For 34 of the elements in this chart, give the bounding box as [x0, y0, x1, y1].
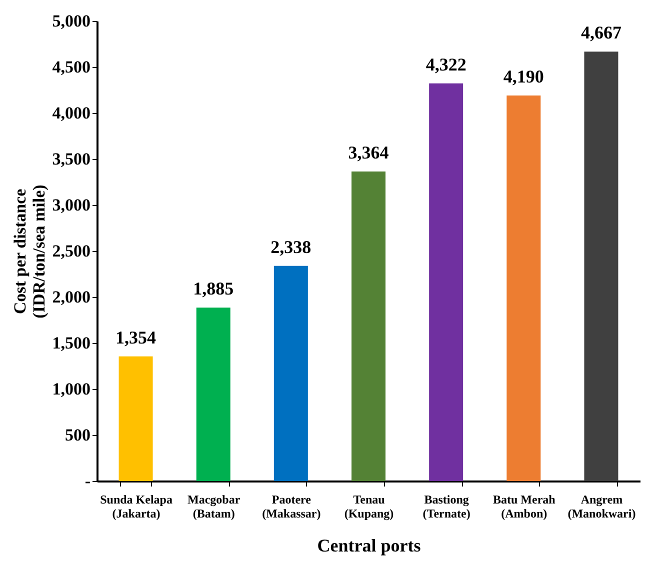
x-tick-label: Macgobar (Batam) — [188, 492, 241, 520]
data-label: 4,322 — [426, 54, 466, 74]
x-axis-title: Central ports — [317, 536, 421, 556]
y-tick-label: 1,000 — [52, 380, 90, 398]
y-axis-title: Cost per distance (IDR/ton/sea mile) — [10, 184, 48, 318]
data-label: 4,190 — [503, 66, 544, 87]
y-tick-label: - — [84, 472, 91, 490]
data-label: 2,338 — [270, 236, 312, 257]
x-tick-label: Sunda Kelapa (Jakarta) — [100, 492, 172, 520]
y-tick-label: 4,500 — [52, 58, 90, 76]
bar — [196, 308, 230, 481]
y-tick-label: 4,000 — [52, 104, 90, 122]
bar — [352, 172, 386, 481]
y-tick-label: 2,000 — [52, 288, 90, 306]
y-tick-label: 2,500 — [52, 242, 90, 260]
x-tick-label: Paotere (Makassar) — [262, 492, 321, 520]
data-label: 4,667 — [580, 22, 622, 43]
data-label: 3,364 — [348, 142, 389, 163]
y-tick-label: 3,500 — [52, 150, 90, 168]
y-tick-label: 1,500 — [52, 334, 90, 352]
y-tick-label: 500 — [65, 426, 90, 444]
data-label: 1,354 — [116, 327, 156, 348]
x-tick-label: Angrem (Manokwari) — [568, 492, 636, 520]
bar — [118, 356, 153, 481]
bar — [274, 266, 308, 481]
x-tick-label: Batu Merah (Ambon) — [492, 492, 556, 520]
bar — [429, 83, 464, 481]
bar — [584, 52, 618, 481]
y-tick-label: 5,000 — [52, 12, 90, 30]
y-tick-label: 3,000 — [52, 196, 90, 214]
bar — [506, 96, 541, 481]
data-label: 1,885 — [193, 278, 234, 299]
x-tick-label: Bastiong (Ternate) — [422, 492, 470, 520]
x-tick-label: Tenau (Kupang) — [344, 492, 394, 520]
